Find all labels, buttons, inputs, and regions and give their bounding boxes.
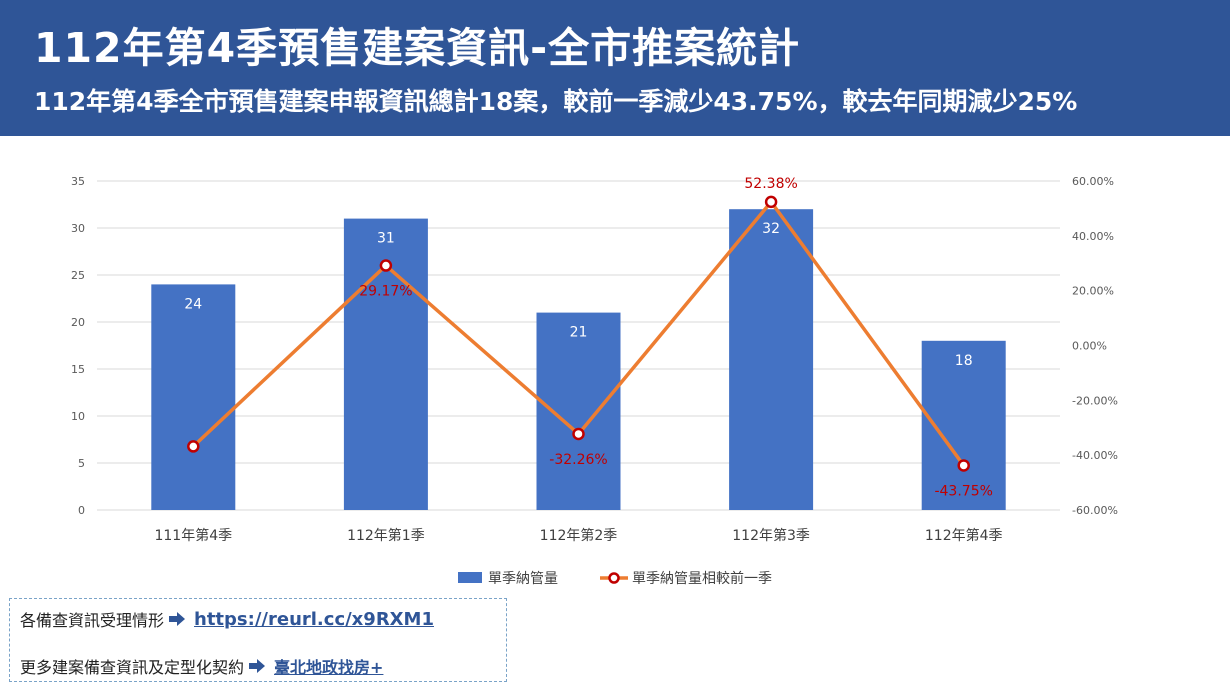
legend-swatch-bar [458, 572, 482, 583]
y-left-tick-label: 30 [71, 222, 85, 235]
bar [151, 284, 236, 510]
y-left-tick-label: 35 [71, 175, 85, 188]
bar-value-label: 18 [955, 353, 973, 369]
y-right-tick-label: -60.00% [1072, 504, 1118, 517]
info-label-filing-status: 各備查資訊受理情形 [20, 611, 165, 630]
page-subtitle: 112年第4季全市預售建案申報資訊總計18案，較前一季減少43.75%，較去年同… [34, 87, 1078, 116]
combo-chart: 0 5 10 15 20 25 30 35 -60.00% -40.00% -20.00% 0.00%… [71, 175, 1118, 587]
line-point [187, 440, 200, 453]
legend-label-bar: 單季納管量 [488, 571, 558, 587]
arrow-right-icon [169, 612, 186, 626]
y-right-tick-label: 0.00% [1072, 340, 1107, 353]
y-left-tick-label: 25 [71, 269, 85, 282]
bar [536, 312, 621, 510]
x-tick-label: 112年第2季 [540, 527, 618, 544]
info-row-filing-status: 各備查資訊受理情形 https://reurl.cc/x9RXM1 [20, 607, 434, 631]
x-tick-label: 112年第3季 [732, 527, 810, 544]
legend-swatch-marker [608, 572, 620, 584]
header-banner: 112年第4季預售建案資訊-全市推案統計 112年第4季全市預售建案申報資訊總計… [0, 0, 1230, 136]
line-point [764, 195, 778, 209]
legend-label-line: 單季納管量相較前一季 [632, 570, 772, 587]
bar [729, 209, 814, 510]
y-left-tick-label: 15 [71, 363, 85, 376]
line-value-label: -32.26% [549, 452, 607, 468]
y-right-tick-label: 20.00% [1072, 285, 1114, 298]
bar-value-label: 32 [762, 221, 780, 237]
line-value-label: 29.17% [359, 284, 412, 300]
line-point [957, 459, 970, 472]
info-box: 各備查資訊受理情形 https://reurl.cc/x9RXM1 更多建案備查… [9, 598, 507, 682]
y-right-tick-label: -40.00% [1072, 449, 1118, 462]
line-point [379, 259, 393, 272]
line-value-label: -43.75% [934, 483, 992, 499]
x-tick-label: 111年第4季 [154, 527, 232, 544]
bar-value-label: 21 [570, 325, 588, 341]
x-tick-label: 112年第4季 [925, 527, 1003, 544]
y-right-tick-label: 40.00% [1072, 230, 1114, 243]
line-value-label: 52.38% [744, 176, 797, 192]
link-find-house[interactable]: 臺北地政找房+ [274, 658, 384, 677]
line-point [572, 427, 585, 441]
x-tick-label: 112年第1季 [347, 527, 425, 544]
bar-value-label: 31 [377, 231, 395, 247]
link-filing-status[interactable]: https://reurl.cc/x9RXM1 [194, 608, 434, 630]
y-right-tick-label: -20.00% [1072, 394, 1118, 407]
y-left-tick-label: 5 [78, 457, 85, 470]
y-left-tick-label: 20 [71, 316, 85, 329]
arrow-right-icon [249, 659, 266, 673]
info-row-more-info: 更多建案備查資訊及定型化契約 臺北地政找房+ [20, 654, 383, 678]
y-right-tick-label: 60.00% [1072, 175, 1114, 188]
bar-value-label: 24 [184, 296, 202, 312]
y-left-tick-label: 0 [78, 504, 85, 517]
page-title: 112年第4季預售建案資訊-全市推案統計 [34, 24, 801, 72]
info-label-more-info: 更多建案備查資訊及定型化契約 [20, 658, 245, 677]
y-left-tick-label: 10 [71, 410, 85, 423]
